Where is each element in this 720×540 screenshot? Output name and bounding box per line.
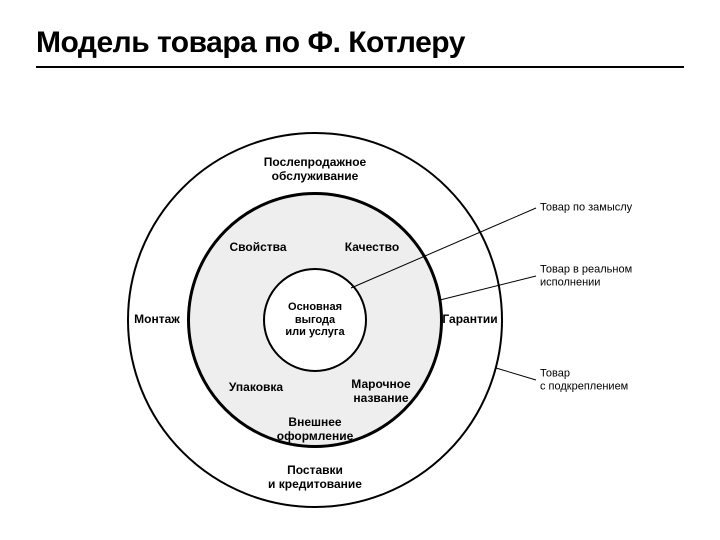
leader-line-2 — [496, 368, 536, 380]
callout-label-2: Товар с подкреплением — [540, 367, 628, 392]
augmented-label-3: Поставки и кредитование — [268, 464, 362, 492]
augmented-label-0: Послепродажное обслуживание — [264, 156, 366, 184]
slide: Модель товара по Ф. Котлеру Основная выг… — [0, 0, 720, 540]
kotler-diagram: Основная выгода или услуга Свойства Качест… — [0, 0, 720, 540]
callout-label-0: Товар по замыслу — [540, 202, 632, 215]
actual-label-2: Упаковка — [229, 381, 283, 395]
augmented-label-1: Монтаж — [134, 313, 180, 327]
actual-label-3: Марочное название — [351, 378, 410, 406]
core-label: Основная выгода или услуга — [285, 301, 344, 339]
actual-label-0: Свойства — [229, 241, 286, 255]
augmented-label-2: Гарантии — [442, 313, 497, 327]
actual-label-1: Качество — [345, 241, 399, 255]
callout-label-1: Товар в реальном исполнении — [540, 263, 632, 288]
actual-label-4: Внешнее оформление — [277, 416, 354, 444]
